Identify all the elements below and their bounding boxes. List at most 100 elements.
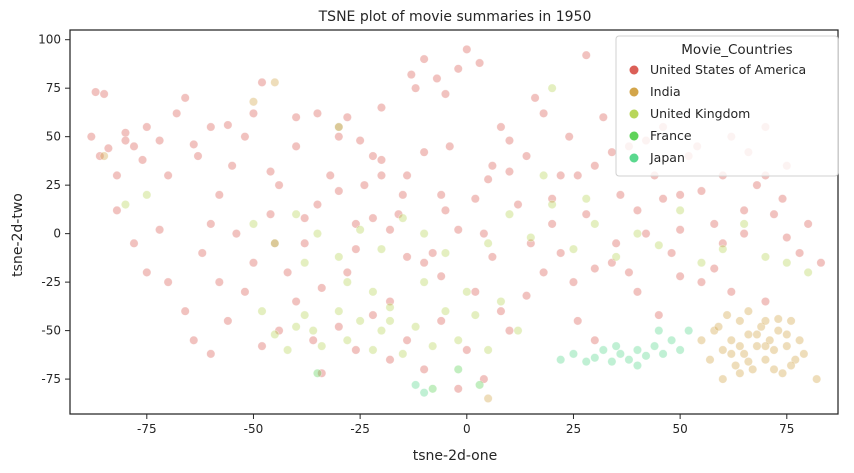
scatter-point [487,161,497,171]
scatter-point [155,136,165,146]
scatter-point [227,161,237,171]
scatter-point [138,155,148,165]
scatter-point [274,180,284,190]
scatter-point [436,271,446,281]
scatter-point [248,219,258,229]
scatter-point [440,306,450,316]
scatter-point [376,326,386,336]
scatter-point [590,219,600,229]
scatter-point [483,393,493,403]
scatter-point [667,248,677,258]
scatter-point [112,205,122,215]
scatter-point [522,151,532,161]
scatter-point [300,310,310,320]
scatter-point [398,190,408,200]
scatter-point [270,77,280,87]
scatter-point [496,297,506,307]
chart-title: TSNE plot of movie summaries in 1950 [318,9,592,25]
scatter-point [240,287,250,297]
scatter-point [300,238,310,248]
scatter-point [581,194,591,204]
scatter-point [419,388,429,398]
scatter-point [483,238,493,248]
y-tick-label: 0 [53,227,61,241]
scatter-point [342,267,352,277]
scatter-point [769,345,779,355]
y-tick-label: 100 [38,33,61,47]
scatter-point [240,132,250,142]
scatter-point [752,329,762,339]
scatter-point [504,326,514,336]
scatter-point [99,151,109,161]
scatter-point [748,364,758,374]
legend-marker [629,153,639,163]
scatter-point [696,186,706,196]
scatter-point [522,291,532,301]
legend-marker [629,87,639,97]
scatter-point [654,310,664,320]
scatter-point [513,200,523,210]
scatter-point [795,335,805,345]
scatter-point [696,335,706,345]
scatter-point [462,44,472,54]
x-tick-label: 50 [672,422,687,436]
scatter-point [355,225,365,235]
scatter-point [624,267,634,277]
scatter-point [539,108,549,118]
scatter-point [675,190,685,200]
scatter-point [419,364,429,374]
scatter-point [641,351,651,361]
scatter-point [483,345,493,355]
scatter-point [752,180,762,190]
scatter-point [257,77,267,87]
legend-marker [629,109,639,119]
scatter-point [470,310,480,320]
scatter-point [641,229,651,239]
y-tick-label: -25 [41,275,61,289]
legend-entry: India [650,84,681,99]
scatter-point [709,219,719,229]
scatter-point [385,355,395,365]
scatter-point [428,341,438,351]
scatter-point [726,335,736,345]
scatter-point [312,229,322,239]
scatter-point [453,225,463,235]
scatter-point [351,244,361,254]
scatter-point [411,83,421,93]
scatter-point [440,248,450,258]
scatter-point [773,326,783,336]
scatter-point [223,316,233,326]
scatter-point [189,139,199,149]
scatter-point [556,170,566,180]
scatter-point [556,355,566,365]
scatter-point [223,120,233,130]
scatter-point [180,306,190,316]
scatter-point [368,310,378,320]
scatter-point [658,349,668,359]
scatter-point [760,341,770,351]
scatter-point [718,374,728,384]
scatter-point [368,345,378,355]
y-tick-label: 25 [46,178,61,192]
scatter-point [283,267,293,277]
plot-frame [69,29,839,415]
scatter-point [675,205,685,215]
scatter-point [129,238,139,248]
scatter-point [142,122,152,132]
scatter-point [581,357,591,367]
scatter-point [632,229,642,239]
scatter-point [803,219,813,229]
scatter-point [291,297,301,307]
scatter-point [453,64,463,74]
scatter-point [782,341,792,351]
scatter-point [214,277,224,287]
scatter-point [782,258,792,268]
scatter-point [419,229,429,239]
scatter-point [752,341,762,351]
scatter-point [411,322,421,332]
scatter-point [462,345,472,355]
scatter-point [812,374,822,384]
y-axis: -75 -50 -25 0 25 50 75 100 [38,33,70,386]
scatter-point [440,205,450,215]
scatter-point [590,161,600,171]
